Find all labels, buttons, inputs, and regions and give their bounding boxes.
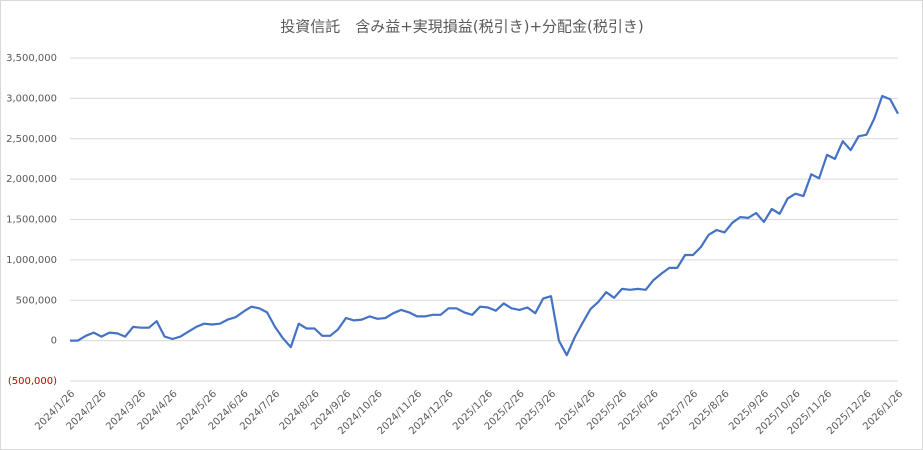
y-tick-label: 1,500,000 bbox=[6, 215, 57, 226]
y-tick-label: 1,000,000 bbox=[6, 255, 57, 266]
data-line bbox=[70, 94, 899, 357]
y-tick-label: 3,500,000 bbox=[6, 53, 57, 64]
chart-title: 投資信託 含み益+実現損益(税引き)+分配金(税引き) bbox=[280, 18, 644, 36]
y-tick-label: 0 bbox=[51, 336, 57, 347]
y-tick-label: 3,000,000 bbox=[6, 93, 57, 104]
y-tick-label: 2,000,000 bbox=[6, 174, 57, 185]
y-tick-label: (500,000) bbox=[8, 376, 57, 387]
y-tick-label: 2,500,000 bbox=[6, 134, 57, 145]
y-tick-label: 500,000 bbox=[16, 295, 57, 306]
